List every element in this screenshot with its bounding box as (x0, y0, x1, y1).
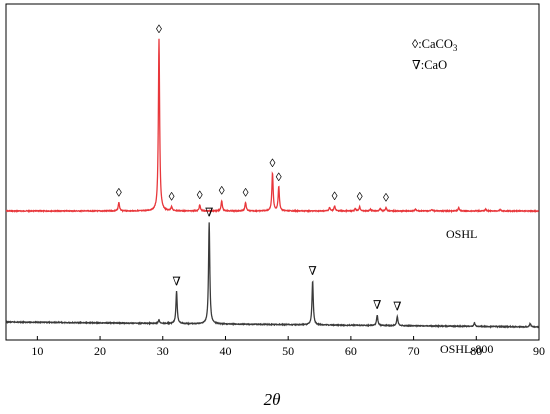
x-axis-ticks: 10 20 30 40 50 60 70 80 90 (31, 336, 545, 358)
series-label-oshl: OSHL (446, 227, 477, 241)
cao-marker: ∇ (373, 298, 381, 312)
legend-text-caco3: CaCO3 (422, 37, 458, 53)
legend: ◊:CaCO3 ∇:CaO (412, 37, 458, 72)
caco3-marker: ◊ (332, 189, 338, 203)
peak-markers: ◊◊◊ ◊ ◊ ◊◊◊◊ ◊ ◊∇∇∇∇ ∇ (116, 22, 402, 313)
series-label-oshl-800: OSHL-800 (440, 342, 493, 356)
x-tick-label: 80 (470, 344, 482, 358)
x-axis-label: 2θ (264, 390, 281, 409)
legend-symbol-cao: ∇ (412, 58, 421, 72)
x-tick-label: 70 (408, 344, 420, 358)
x-tick-label: 30 (157, 344, 169, 358)
caco3-marker: ◊ (383, 191, 389, 205)
caco3-marker: ◊ (276, 170, 282, 184)
caco3-marker: ◊ (156, 22, 162, 36)
cao-marker: ∇ (308, 264, 316, 278)
cao-marker: ∇ (393, 299, 401, 313)
legend-text-cao: CaO (424, 58, 447, 72)
caco3-marker: ◊ (197, 188, 203, 202)
x-tick-label: 10 (31, 344, 43, 358)
legend-entry-cao: ∇:CaO (412, 58, 447, 72)
series-line-oshl-800 (5, 222, 540, 329)
caco3-marker: ◊ (357, 190, 363, 204)
plot-frame (5, 3, 540, 341)
legend-entry-caco3: ◊:CaCO3 (412, 37, 458, 53)
x-tick-label: 20 (94, 344, 106, 358)
x-tick-label: 50 (282, 344, 294, 358)
x-tick-label: 90 (533, 344, 545, 358)
caco3-marker: ◊ (169, 190, 175, 204)
cao-marker: ∇ (172, 274, 180, 288)
caco3-marker: ◊ (270, 156, 276, 170)
x-tick-label: 60 (345, 344, 357, 358)
series-layer (5, 38, 540, 329)
cao-marker: ∇ (205, 206, 213, 220)
caco3-marker: ◊ (243, 185, 249, 199)
caco3-marker: ◊ (219, 184, 225, 198)
series-line-oshl (5, 38, 539, 214)
legend-symbol-caco3: ◊ (412, 37, 419, 51)
x-tick-label: 40 (219, 344, 231, 358)
caco3-marker: ◊ (116, 185, 122, 199)
